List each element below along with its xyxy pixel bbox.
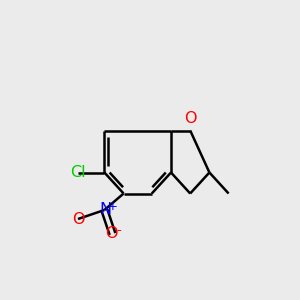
Text: O: O xyxy=(105,226,117,242)
Text: O: O xyxy=(184,111,197,126)
Text: O: O xyxy=(72,212,84,226)
Text: +: + xyxy=(108,200,118,213)
Text: N: N xyxy=(100,202,112,217)
Text: -: - xyxy=(117,224,122,238)
Text: Cl: Cl xyxy=(70,165,86,180)
